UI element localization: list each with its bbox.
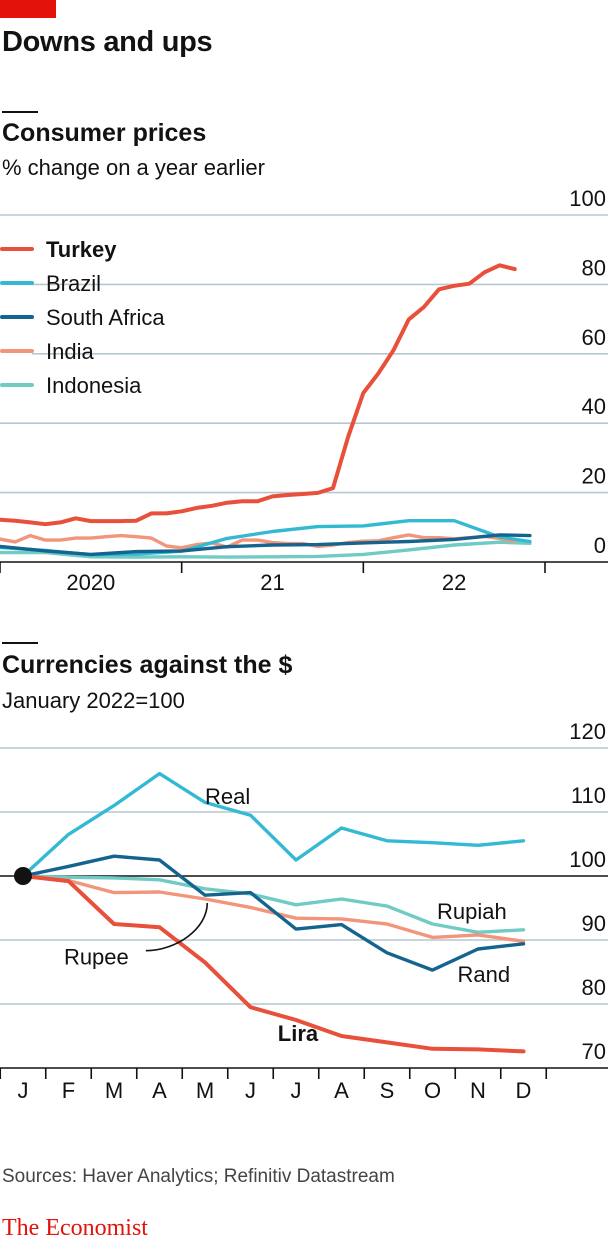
x-tick-label: J xyxy=(18,1078,29,1103)
panel2-rule xyxy=(2,642,38,644)
y-tick-label: 80 xyxy=(582,255,606,280)
source-note: Sources: Haver Analytics; Refinitiv Data… xyxy=(2,1166,395,1187)
x-tick-label: A xyxy=(152,1078,167,1103)
x-tick-label: M xyxy=(105,1078,123,1103)
y-tick-label: 110 xyxy=(571,783,606,808)
series-line-south-africa xyxy=(0,533,532,557)
brand-logo: The Economist xyxy=(2,1215,148,1241)
series-label-rand: Rand xyxy=(458,962,511,987)
currencies-chart: 70 80 90 100 110 120 J F M A M J J A S O N D Real Rupiah Ran… xyxy=(0,720,608,1103)
main-title: Downs and ups xyxy=(2,26,213,58)
x-tick-label: D xyxy=(516,1078,532,1103)
start-dot xyxy=(14,867,32,885)
legend-label-turkey: Turkey xyxy=(46,237,117,262)
series-line-rupiah xyxy=(21,874,526,935)
series-line-lira xyxy=(21,874,526,1054)
rupee-leader-line xyxy=(145,903,209,952)
x-tick-label: O xyxy=(424,1078,441,1103)
x-tick-label: A xyxy=(334,1078,349,1103)
y-tick-label: 40 xyxy=(582,394,606,419)
series-label-rupee: Rupee xyxy=(64,945,129,970)
x-tick-label: M xyxy=(196,1078,214,1103)
panel2-title: Currencies against the $ xyxy=(2,651,293,679)
y-tick-label: 120 xyxy=(569,720,606,744)
panel1-rule xyxy=(2,111,38,113)
y-tick-label: 60 xyxy=(582,325,606,350)
series-label-lira: Lira xyxy=(278,1021,319,1046)
series-label-rupiah: Rupiah xyxy=(437,899,507,924)
legend-label-brazil: Brazil xyxy=(46,271,101,296)
panel1-title: Consumer prices xyxy=(2,119,207,147)
series-line-real xyxy=(21,771,526,878)
x-tick-label: 22 xyxy=(442,570,466,595)
series-line-turkey xyxy=(0,263,517,527)
x-tick-label: S xyxy=(380,1078,395,1103)
x-tick-label: F xyxy=(62,1078,75,1103)
legend-label-indonesia: Indonesia xyxy=(46,373,142,398)
x-tick-label: J xyxy=(291,1078,302,1103)
y-tick-label: 0 xyxy=(594,533,606,558)
y-tick-label: 100 xyxy=(569,190,606,211)
y-tick-label: 80 xyxy=(582,975,606,1000)
y-tick-label: 20 xyxy=(582,464,606,489)
y-tick-label: 70 xyxy=(582,1039,606,1064)
series-line-indonesia xyxy=(0,540,532,559)
x-tick-label: N xyxy=(470,1078,486,1103)
legend-label-india: India xyxy=(46,339,94,364)
x-tick-label: 2020 xyxy=(66,570,115,595)
legend-label-south-africa: South Africa xyxy=(46,305,165,330)
x-tick-label: 21 xyxy=(260,570,284,595)
consumer-prices-chart: 0 20 40 60 80 100 2020 21 22 Turkey Brazil South Af… xyxy=(0,190,608,595)
y-tick-label: 100 xyxy=(569,847,606,872)
brand-tag xyxy=(0,0,56,18)
panel2-subtitle: January 2022=100 xyxy=(2,688,185,713)
series-label-real: Real xyxy=(205,784,250,809)
series-line-india xyxy=(0,533,517,550)
series-line-rand xyxy=(21,854,526,972)
x-tick-label: J xyxy=(245,1078,256,1103)
y-tick-label: 90 xyxy=(582,911,606,936)
panel1-subtitle: % change on a year earlier xyxy=(2,155,265,180)
